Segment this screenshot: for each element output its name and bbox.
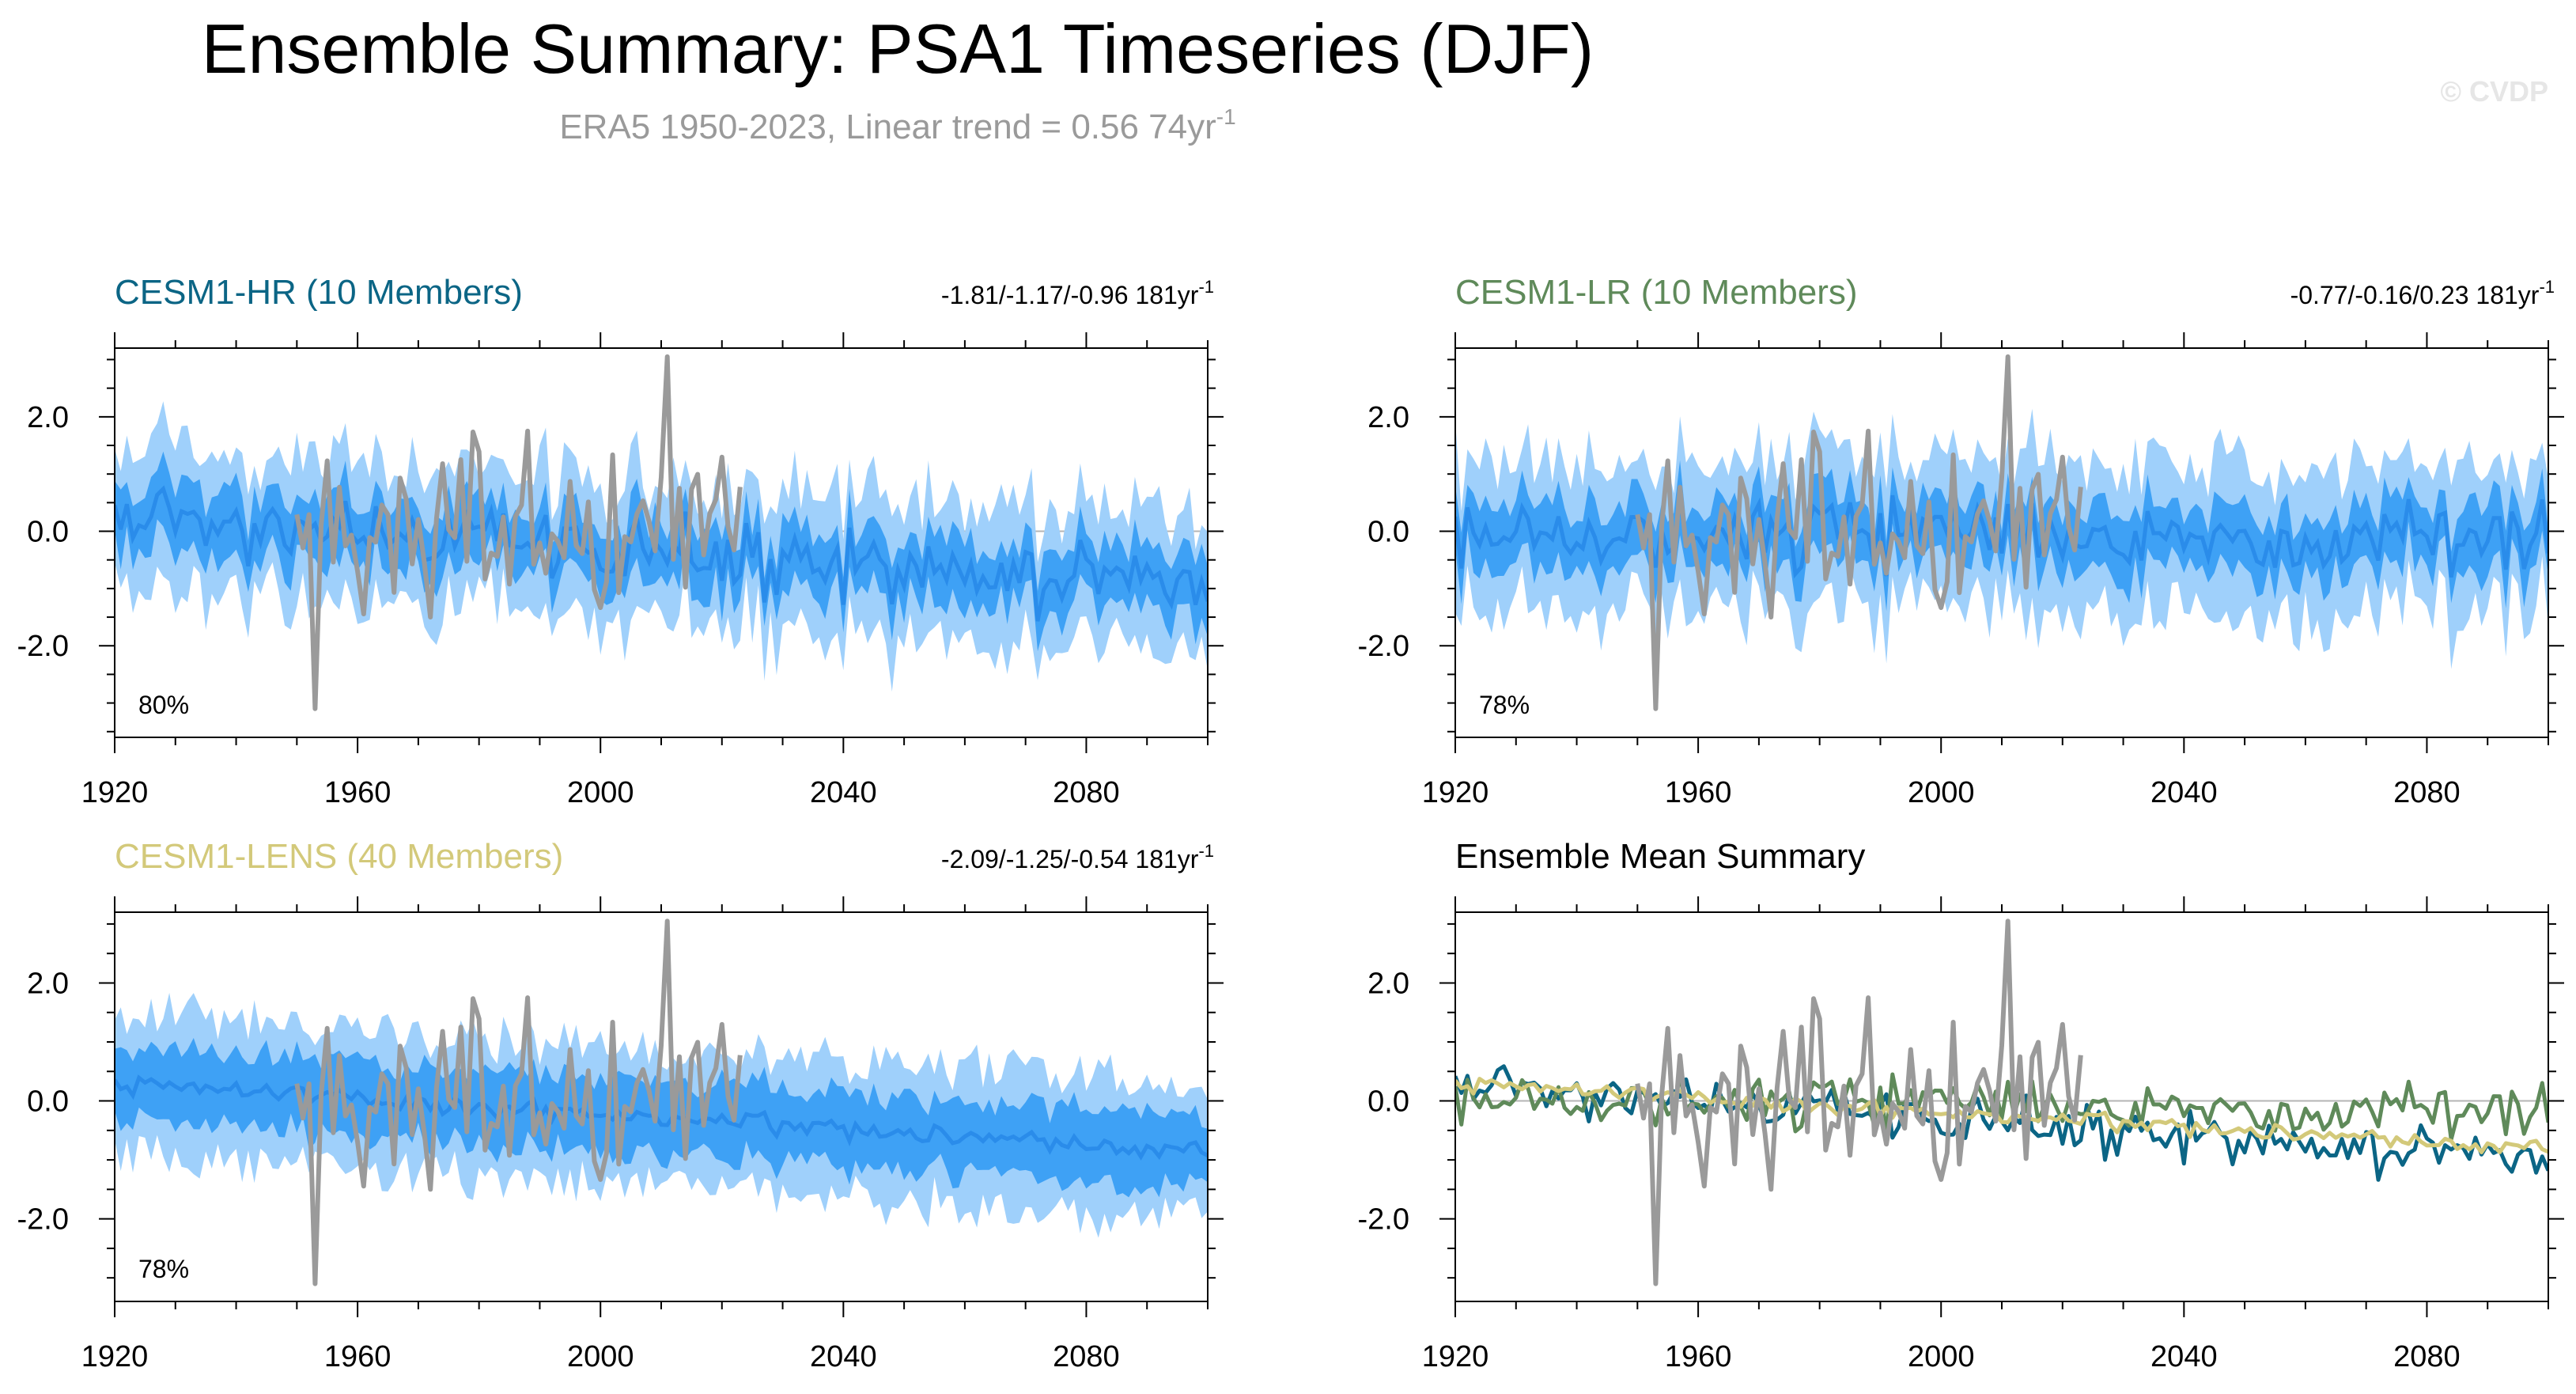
x-tick-label: 2040 bbox=[810, 1340, 877, 1373]
y-tick-label: -2.0 bbox=[17, 630, 69, 663]
trend-text: -0.77/-0.16/0.23 181yr bbox=[2290, 281, 2540, 309]
percent-label: 78% bbox=[1479, 691, 1530, 719]
x-tick-label: 1960 bbox=[1665, 776, 1732, 809]
ensemble-interquartile-band bbox=[1455, 460, 2548, 612]
percent-label: 80% bbox=[138, 691, 189, 719]
x-tick-label: 2080 bbox=[2393, 1340, 2461, 1373]
trend-superscript: -1 bbox=[2539, 277, 2555, 297]
x-tick-label: 2000 bbox=[1908, 1340, 1975, 1373]
x-tick-label: 1960 bbox=[324, 1340, 392, 1373]
x-tick-label: 2080 bbox=[1053, 776, 1120, 809]
panel-title: Ensemble Mean Summary bbox=[1455, 837, 1865, 876]
y-tick-label: 0.0 bbox=[27, 1085, 69, 1119]
panels-group: 1920 1960 2000 2040 2080 2.0 0.0 -2.0 CESM1-HR (… bbox=[17, 273, 2564, 1373]
trend-superscript: -1 bbox=[1198, 841, 1214, 861]
subtitle-text: ERA5 1950-2023, Linear trend = 0.56 74yr bbox=[559, 108, 1216, 146]
watermark: © CVDP bbox=[2440, 75, 2548, 108]
panel-lens: 1920 1960 2000 2040 2080 2.0 0.0 -2.0 CESM1-LENS… bbox=[17, 837, 1224, 1373]
y-tick-label: -2.0 bbox=[1358, 630, 1409, 663]
y-tick-label: 2.0 bbox=[1367, 967, 1409, 1000]
observation-line bbox=[1635, 354, 2083, 711]
x-tick-label: 1920 bbox=[1422, 776, 1489, 809]
ensemble-interquartile-band bbox=[115, 1038, 1208, 1198]
trend-label: -2.09/-1.25/-0.54 181yr-1 bbox=[941, 841, 1214, 873]
panel-summary: 1920 1960 2000 2040 2080 2.0 0.0 -2.0 Ensemble M… bbox=[1358, 837, 2564, 1373]
figure-title: Ensemble Summary: PSA1 Timeseries (DJF) bbox=[202, 9, 1594, 88]
trend-text: -2.09/-1.25/-0.54 181yr bbox=[941, 845, 1199, 873]
x-tick-label: 1920 bbox=[1422, 1340, 1489, 1373]
trend-superscript: -1 bbox=[1198, 277, 1214, 297]
subtitle-superscript: -1 bbox=[1216, 104, 1236, 129]
x-tick-label: 2040 bbox=[2150, 776, 2218, 809]
observation-line bbox=[294, 354, 743, 711]
panel-title: CESM1-LR (10 Members) bbox=[1455, 273, 1858, 312]
x-tick-label: 2040 bbox=[2150, 1340, 2218, 1373]
x-tick-label: 1960 bbox=[324, 776, 392, 809]
plot-area bbox=[115, 919, 1208, 1286]
plot-area bbox=[1455, 354, 2548, 711]
trend-label: -1.81/-1.17/-0.96 181yr-1 bbox=[941, 277, 1214, 309]
trend-text: -1.81/-1.17/-0.96 181yr bbox=[941, 281, 1199, 309]
y-tick-label: 0.0 bbox=[1367, 516, 1409, 549]
percent-label: 78% bbox=[138, 1255, 189, 1283]
figure-subtitle: ERA5 1950-2023, Linear trend = 0.56 74yr… bbox=[559, 104, 1235, 146]
y-tick-label: -2.0 bbox=[17, 1203, 69, 1237]
y-tick-label: 2.0 bbox=[1367, 401, 1409, 434]
y-tick-label: 0.0 bbox=[1367, 1085, 1409, 1119]
x-tick-label: 2000 bbox=[567, 776, 634, 809]
x-tick-label: 2000 bbox=[567, 1340, 634, 1373]
y-tick-label: -2.0 bbox=[1358, 1203, 1409, 1237]
x-tick-label: 2040 bbox=[810, 776, 877, 809]
x-tick-label: 2000 bbox=[1908, 776, 1975, 809]
x-tick-label: 1920 bbox=[81, 1340, 149, 1373]
x-tick-label: 2080 bbox=[1053, 1340, 1120, 1373]
observation-line bbox=[294, 919, 743, 1286]
observation-line bbox=[1635, 919, 2083, 1286]
x-tick-label: 1960 bbox=[1665, 1340, 1732, 1373]
y-tick-label: 2.0 bbox=[27, 967, 69, 1000]
panel-hr: 1920 1960 2000 2040 2080 2.0 0.0 -2.0 CESM1-HR (… bbox=[17, 273, 1224, 809]
panel-title: CESM1-LENS (40 Members) bbox=[115, 837, 563, 876]
series-line-cesm1-lr bbox=[1455, 1072, 2548, 1142]
x-tick-label: 1920 bbox=[81, 776, 149, 809]
trend-label: -0.77/-0.16/0.23 181yr-1 bbox=[2290, 277, 2555, 309]
y-tick-label: 0.0 bbox=[27, 516, 69, 549]
y-tick-label: 2.0 bbox=[27, 401, 69, 434]
plot-area bbox=[115, 354, 1208, 711]
plot-area bbox=[1455, 919, 2548, 1286]
x-tick-label: 2080 bbox=[2393, 776, 2461, 809]
panel-lr: 1920 1960 2000 2040 2080 2.0 0.0 -2.0 CESM1-LR (… bbox=[1358, 273, 2564, 809]
panel-title: CESM1-HR (10 Members) bbox=[115, 273, 523, 312]
